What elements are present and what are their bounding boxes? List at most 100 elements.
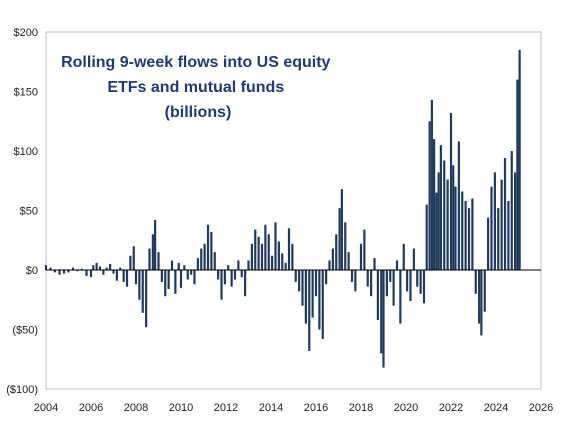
bar bbox=[493, 172, 496, 270]
bar bbox=[98, 266, 102, 270]
bar bbox=[516, 79, 519, 270]
bar bbox=[412, 248, 415, 270]
bar bbox=[213, 252, 216, 270]
y-tick-label: $200 bbox=[14, 27, 38, 39]
bar bbox=[308, 270, 311, 351]
y-tick-label: $150 bbox=[14, 87, 38, 99]
bar bbox=[227, 265, 230, 270]
bar bbox=[507, 200, 510, 270]
bar bbox=[89, 270, 93, 278]
bar bbox=[471, 198, 474, 270]
bar bbox=[389, 270, 392, 282]
bar bbox=[138, 270, 141, 300]
x-tick-label: 2006 bbox=[79, 402, 103, 414]
bar bbox=[399, 270, 402, 324]
bar bbox=[151, 234, 154, 270]
bar bbox=[291, 243, 294, 270]
bar bbox=[301, 270, 304, 306]
bar bbox=[467, 208, 471, 270]
x-tick-label: 2010 bbox=[169, 402, 193, 414]
bar bbox=[217, 270, 220, 280]
bar bbox=[340, 189, 343, 270]
bar bbox=[105, 267, 108, 270]
bar bbox=[422, 270, 426, 304]
bar bbox=[311, 270, 314, 318]
bar bbox=[92, 265, 95, 270]
bar bbox=[331, 248, 334, 270]
bar bbox=[250, 243, 253, 270]
bar bbox=[230, 270, 233, 287]
y-tick-label: $0 bbox=[26, 265, 38, 277]
x-tick-label: 2014 bbox=[259, 402, 283, 414]
bar bbox=[395, 260, 399, 270]
bar bbox=[85, 270, 88, 276]
bar bbox=[294, 270, 297, 282]
x-tick-label: 2016 bbox=[304, 402, 328, 414]
bar bbox=[483, 270, 486, 312]
bar bbox=[325, 270, 328, 285]
bar bbox=[58, 270, 61, 275]
bar bbox=[49, 267, 52, 270]
bar bbox=[109, 264, 112, 270]
bar bbox=[446, 179, 449, 270]
bar bbox=[338, 208, 341, 270]
bar bbox=[503, 158, 507, 270]
bar bbox=[321, 270, 324, 340]
bar bbox=[298, 270, 301, 292]
bar bbox=[514, 172, 517, 270]
bar bbox=[461, 191, 464, 270]
bar bbox=[433, 139, 436, 270]
bar bbox=[190, 270, 193, 275]
bar bbox=[112, 270, 115, 274]
bar bbox=[370, 270, 373, 297]
bar bbox=[480, 270, 483, 336]
bar bbox=[179, 270, 183, 288]
bar bbox=[177, 262, 180, 270]
bar bbox=[157, 252, 160, 270]
bar bbox=[277, 241, 280, 270]
bar bbox=[76, 270, 79, 272]
bar bbox=[490, 186, 493, 270]
bar bbox=[425, 204, 428, 270]
bar bbox=[366, 270, 369, 287]
bar bbox=[267, 234, 270, 270]
bar bbox=[233, 270, 237, 280]
bar bbox=[392, 270, 395, 306]
title-line-1: Rolling 9-week flows into US equity bbox=[61, 54, 330, 71]
bar bbox=[193, 270, 196, 285]
bar bbox=[223, 270, 226, 285]
bar bbox=[95, 262, 98, 270]
bar bbox=[359, 243, 363, 270]
bar bbox=[304, 270, 307, 324]
x-tick-label: 2024 bbox=[484, 402, 508, 414]
y-axis: ($100) ($50) $0 $50 $100 $150 $200 bbox=[6, 27, 38, 396]
bar bbox=[170, 260, 174, 270]
bar bbox=[402, 243, 405, 270]
bar bbox=[203, 243, 206, 270]
bar bbox=[210, 231, 213, 270]
bar bbox=[125, 270, 129, 287]
bar bbox=[487, 217, 490, 270]
bar bbox=[183, 265, 186, 270]
bar bbox=[167, 270, 170, 290]
x-tick-label: 2026 bbox=[529, 402, 553, 414]
bar bbox=[240, 270, 243, 278]
bar bbox=[347, 252, 350, 270]
bar bbox=[328, 260, 331, 270]
bar bbox=[437, 172, 440, 270]
bar bbox=[122, 270, 125, 282]
bar bbox=[67, 270, 70, 273]
bar bbox=[406, 270, 409, 292]
bar bbox=[148, 248, 151, 270]
y-tick-label: ($50) bbox=[12, 325, 38, 337]
bar bbox=[363, 229, 366, 270]
bar bbox=[206, 224, 210, 270]
bar bbox=[518, 49, 521, 270]
x-tick-label: 2018 bbox=[349, 402, 373, 414]
bar bbox=[314, 270, 318, 297]
bar bbox=[500, 179, 503, 270]
x-tick-label: 2008 bbox=[124, 402, 148, 414]
bar bbox=[244, 270, 247, 297]
